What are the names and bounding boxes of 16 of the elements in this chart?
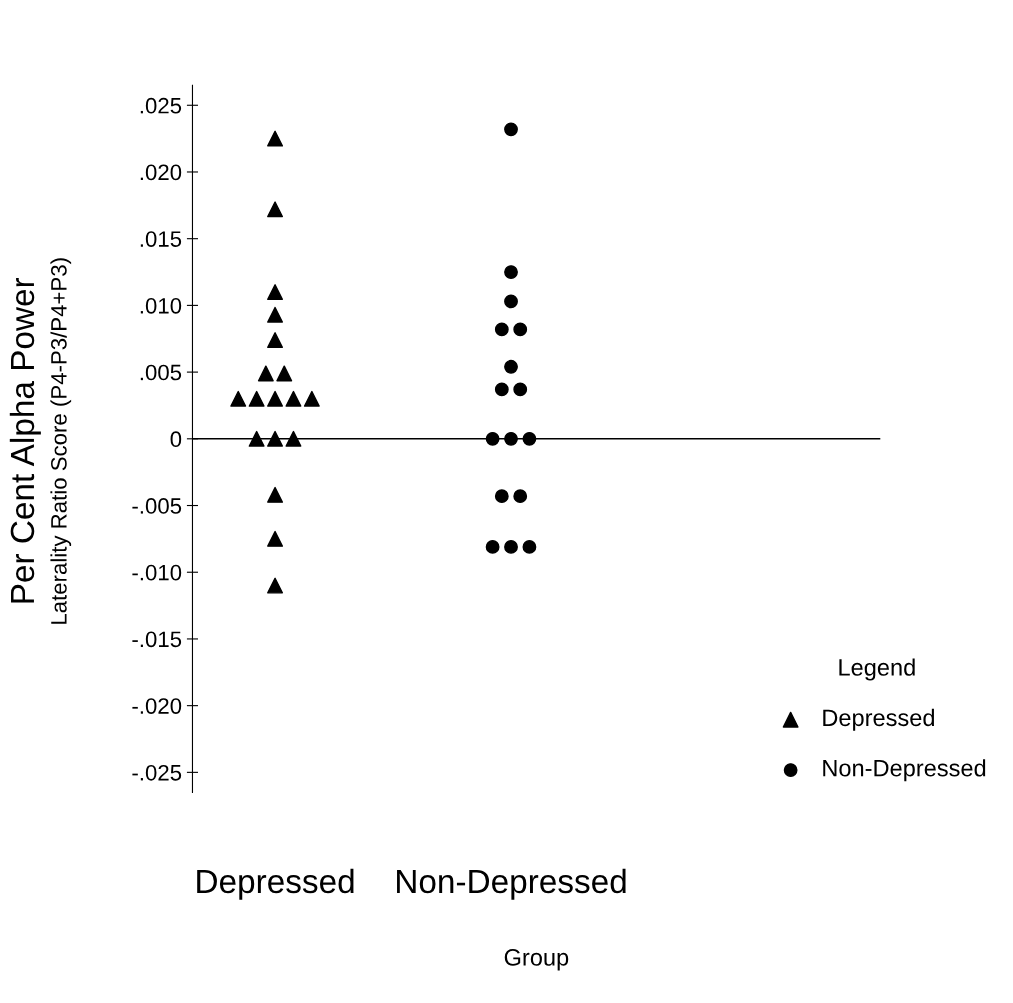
y-tick-label: .020: [140, 164, 182, 181]
y-tick-label: -.015: [132, 631, 182, 648]
y-tick-label: .010: [140, 297, 182, 314]
y-tick-label: 0: [170, 431, 182, 448]
y-axis-title: Per Cent Alpha Power Laterality Ratio Score (P4-P3/P4+P3): [9, 258, 72, 624]
y-tick-label: .015: [140, 231, 182, 247]
y-tick-label: -.005: [132, 498, 182, 514]
y-tick-label: .005: [140, 364, 182, 381]
y-tick-label: -.020: [132, 698, 182, 714]
legend-label: Depressed: [823, 708, 934, 731]
y-tick-label: -.010: [132, 564, 182, 581]
x-axis-title: Group: [504, 949, 569, 971]
legend-label: Non-Depressed: [823, 759, 986, 782]
y-tick-label: .025: [140, 97, 182, 114]
y-tick-label: -.025: [132, 764, 182, 781]
legend-title: Legend: [839, 658, 915, 681]
